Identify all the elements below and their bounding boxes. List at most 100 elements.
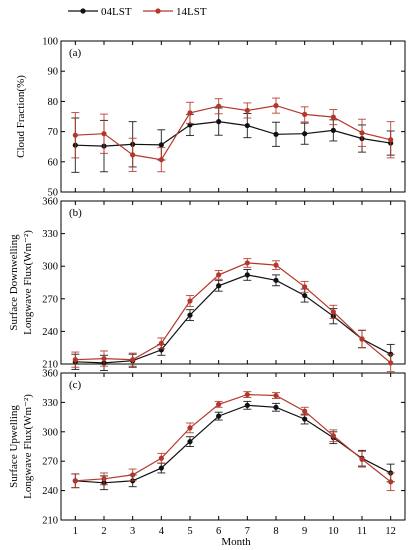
plot-frame xyxy=(60,372,406,521)
x-tick-label: 2 xyxy=(101,526,106,537)
data-point xyxy=(359,456,365,462)
data-point xyxy=(330,127,336,133)
data-point xyxy=(187,425,193,431)
y-tick-label: 240 xyxy=(42,486,58,497)
y-axis-label: Cloud Fraction(%) xyxy=(15,75,27,158)
data-point xyxy=(187,439,193,445)
plot-frame xyxy=(60,40,406,193)
data-point xyxy=(130,152,136,158)
data-point xyxy=(130,357,136,363)
series-line xyxy=(75,393,392,483)
data-point xyxy=(244,122,250,129)
data-point xyxy=(130,472,136,478)
y-tick-label: 330 xyxy=(42,229,58,240)
data-point xyxy=(330,433,336,439)
y-tick-label: 80 xyxy=(48,97,59,108)
legend-label: 14LST xyxy=(176,6,207,18)
panel-2: 210 240 270 300 330 360 (b) Surface Downwelling… xyxy=(8,197,406,373)
x-tick-label: 1 xyxy=(73,526,78,537)
data-point xyxy=(72,478,78,484)
y-tick-label: 90 xyxy=(48,67,59,78)
series-line xyxy=(75,104,391,161)
data-point xyxy=(72,132,78,138)
y-tick-label: 70 xyxy=(48,127,59,138)
panel-tag: (a) xyxy=(69,47,82,59)
data-point xyxy=(216,401,222,407)
data-point xyxy=(273,404,279,410)
data-point xyxy=(216,103,222,109)
data-point xyxy=(72,357,78,363)
y-tick-label: 270 xyxy=(42,457,58,468)
legend-marker-14LST xyxy=(155,8,161,14)
series-line xyxy=(75,262,392,364)
panel-tag: (c) xyxy=(69,379,82,391)
data-point xyxy=(216,272,222,278)
x-axis-label: Month xyxy=(221,536,251,548)
panel-tag: (b) xyxy=(69,207,82,219)
x-tick-label: 7 xyxy=(245,526,250,537)
x-tick-label: 6 xyxy=(216,526,221,537)
series-14LST xyxy=(71,258,395,373)
legend-marker-04LST xyxy=(80,8,86,14)
x-tick-label: 8 xyxy=(273,526,278,537)
data-point xyxy=(273,262,279,268)
series-14LST xyxy=(71,391,395,492)
panel-1: 50 60 70 80 90 100 (a) Cloud Fraction(%) xyxy=(15,37,406,199)
data-point xyxy=(244,260,250,266)
y-tick-label: 210 xyxy=(42,360,58,371)
data-point xyxy=(158,157,164,163)
data-point xyxy=(101,355,107,362)
y-tick-label: 330 xyxy=(42,398,58,409)
data-point xyxy=(302,416,308,422)
data-point xyxy=(244,402,250,408)
y-tick-label: 50 xyxy=(48,188,59,199)
y-axis-label: Surface Upwelling xyxy=(8,405,20,488)
data-point xyxy=(216,119,222,125)
y-axis-label: Longwave Flux(Wm⁻²) xyxy=(22,394,34,499)
y-tick-label: 300 xyxy=(42,262,58,273)
data-point xyxy=(187,312,193,318)
data-point xyxy=(273,392,279,399)
y-tick-label: 60 xyxy=(48,157,59,168)
data-point xyxy=(244,107,250,114)
data-point xyxy=(187,110,193,116)
y-axis-label: Surface Downwelling xyxy=(8,234,20,331)
series-line xyxy=(75,404,391,484)
data-point xyxy=(273,103,279,109)
y-tick-label: 240 xyxy=(42,327,58,338)
series-04LST xyxy=(71,268,395,372)
data-point xyxy=(359,336,365,342)
data-point xyxy=(302,131,308,137)
data-point xyxy=(244,272,250,278)
y-tick-label: 270 xyxy=(42,294,58,305)
x-tick-label: 9 xyxy=(302,526,307,537)
data-point xyxy=(302,408,308,414)
data-point xyxy=(388,137,394,143)
data-point xyxy=(244,391,250,398)
x-tick-label: 5 xyxy=(187,526,192,537)
series-line xyxy=(75,120,391,147)
x-tick-label: 12 xyxy=(385,526,396,537)
legend-label: 04LST xyxy=(101,6,132,18)
data-point xyxy=(330,309,336,315)
data-point xyxy=(388,360,394,366)
x-tick-label: 11 xyxy=(357,526,367,537)
y-tick-label: 360 xyxy=(42,197,58,208)
x-tick-label: 4 xyxy=(159,526,165,537)
series-04LST xyxy=(71,107,395,173)
data-point xyxy=(158,340,164,346)
series-14LST xyxy=(71,97,395,173)
y-axis-label: Longwave Flux(Wm⁻²) xyxy=(22,230,34,335)
data-point xyxy=(216,413,222,419)
legend: 04LST 14LST xyxy=(68,6,207,18)
data-point xyxy=(187,298,193,304)
data-point xyxy=(216,283,222,289)
plot-frame xyxy=(60,200,406,365)
data-point xyxy=(273,277,279,283)
x-tick-label: 3 xyxy=(130,526,135,537)
data-point xyxy=(273,131,279,137)
data-point xyxy=(158,142,164,148)
y-tick-label: 100 xyxy=(42,37,58,48)
